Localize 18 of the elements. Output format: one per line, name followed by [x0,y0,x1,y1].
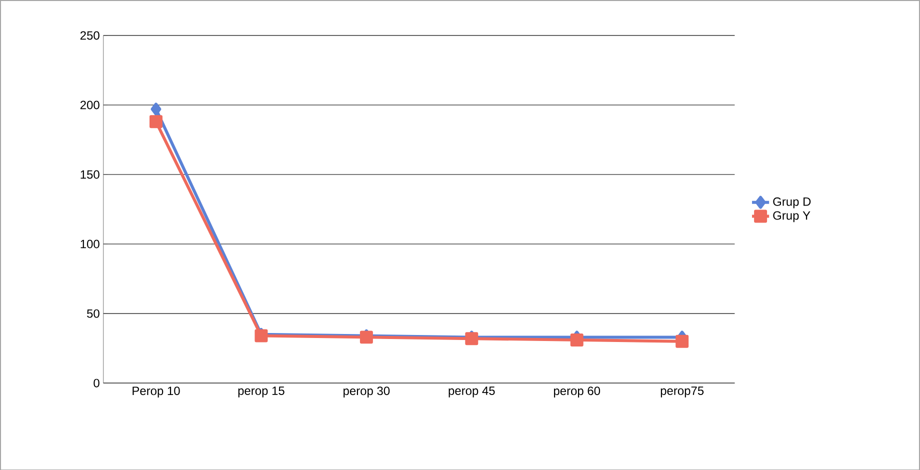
point [150,102,162,116]
y-tick-label: 150 [80,170,100,179]
x-tick-label: Perop 10 [132,386,180,398]
y-tick-label: 100 [80,240,100,248]
legend-label: Grup Y [773,211,810,222]
x-tick-label: perop 30 [344,386,390,398]
legend-label: Grup D [773,197,811,208]
y-tick-label: 0 [94,378,100,388]
y-tick-label: 200 [80,100,100,109]
y-tick-label: 250 [80,30,100,40]
x-tick-label: perop 60 [554,386,600,398]
x-tick-label: perop75 [660,386,704,398]
x-tick-label: perop 15 [238,386,284,398]
point [676,334,689,348]
y-tick-label: 50 [87,309,100,318]
x-tick-label: perop 45 [448,386,495,398]
point [570,333,584,346]
point [150,114,162,128]
